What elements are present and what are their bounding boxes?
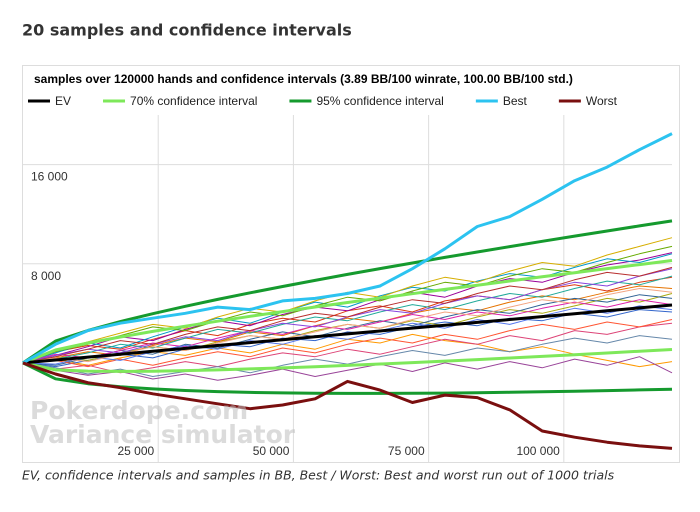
legend-label: 70% confidence interval — [130, 94, 257, 108]
heading: 20 samples and confidence intervals — [22, 21, 352, 40]
legend-label: 95% confidence interval — [316, 94, 443, 108]
series-line — [22, 303, 673, 365]
x-tick-label: 75 000 — [388, 444, 425, 458]
sample-line — [22, 319, 673, 368]
sample-line — [22, 266, 673, 364]
sample-line — [22, 288, 673, 364]
interval-line — [22, 348, 673, 373]
sample-line — [22, 275, 673, 364]
interval-line — [22, 259, 673, 365]
legend-label: Best — [503, 94, 528, 108]
sample-line — [22, 305, 673, 365]
interval-line — [22, 219, 673, 365]
chart-title: samples over 120000 hands and confidence… — [34, 72, 573, 86]
legend-label: Worst — [586, 94, 618, 108]
interval-line — [22, 361, 673, 395]
series-line — [22, 361, 673, 450]
sample-line — [22, 356, 673, 381]
x-tick-label: 100 000 — [516, 444, 560, 458]
x-tick-label: 50 000 — [253, 444, 290, 458]
watermark: Pokerdope.com — [30, 396, 248, 425]
sample-line — [22, 252, 673, 364]
legend: EV 70% confidence interval 95% confidence … — [28, 94, 618, 108]
sample-line — [22, 299, 673, 364]
plot: 8 000 16 000 25 000 50 000 75 000 100 000 — [22, 115, 673, 462]
legend-label: EV — [55, 94, 71, 108]
series-line — [22, 132, 673, 365]
y-tick-label: 8 000 — [31, 269, 61, 283]
watermark: Variance simulator — [30, 420, 296, 449]
x-tick-label: 25 000 — [118, 444, 155, 458]
sample-line — [22, 245, 673, 364]
caption: EV, confidence intervals and samples in … — [22, 468, 615, 483]
y-tick-label: 16 000 — [31, 170, 68, 184]
